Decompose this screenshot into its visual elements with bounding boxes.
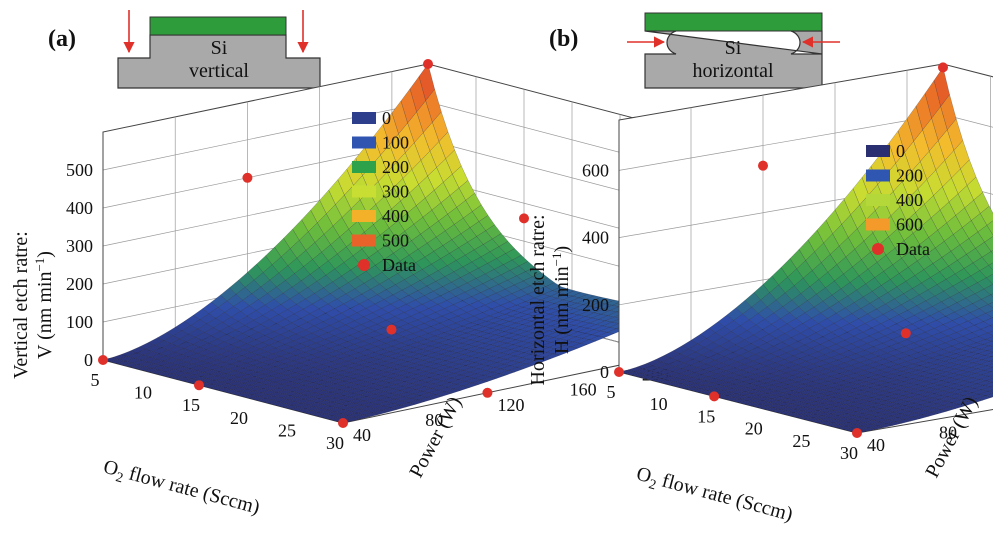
schematic-label-line2: vertical [189,60,249,82]
schematic-horizontal: Si horizontal [627,13,840,88]
z-axis-title-line1: Vertical etch ratre: [10,231,32,379]
z-axis-title-line2: V (nm min−1) [32,251,56,359]
z-tick-label: 200 [66,274,93,294]
y-tick-label: 160 [570,380,597,400]
y-tick-label: 40 [867,435,885,455]
data-point [758,161,768,171]
x-axis-title: O2 flow rate (Sccm) [633,463,795,530]
z-tick-label: 400 [582,228,609,248]
legend-swatch [866,170,890,182]
legend-label: 100 [382,133,409,153]
x-title-post: flow rate (Sccm) [655,468,795,525]
legend-swatch [352,235,376,247]
data-point [386,325,396,335]
legend-marker [358,259,370,271]
schematic-label-line2: horizontal [692,60,774,82]
legend-label: 0 [382,108,391,128]
schematic-label-line1: Si [725,37,742,59]
axes-box [614,62,993,438]
data-point [98,355,108,365]
data-point [938,62,948,72]
z-axis-ticks: 0 100 200 300 400 500 [66,160,93,370]
x-tick-label: 5 [607,382,616,402]
z-title-prefix: V (nm min [34,272,56,359]
legend-swatch [866,219,890,231]
x-tick-label: 25 [792,431,810,451]
legend-label: 600 [896,215,923,235]
legend-label: Data [896,239,930,259]
x-tick-label: 10 [650,394,668,414]
data-point [194,380,204,390]
z-tick-label: 100 [66,312,93,332]
x-tick-label: 20 [745,419,763,439]
panel-label: (a) [48,26,76,52]
x-tick-label: 5 [91,370,100,390]
z-title-prefix: H (nm min [551,266,573,354]
schematic-vertical: Si vertical [118,10,320,88]
z-tick-label: 500 [66,160,93,180]
x-tick-label: 15 [182,395,200,415]
x-tick-label: 30 [840,443,858,463]
z-title-suffix: ) [34,251,56,258]
legend-marker [872,243,884,255]
legend-swatch [866,194,890,206]
legend-swatch [352,186,376,198]
z-tick-label: 400 [66,198,93,218]
z-tick-label: 600 [582,160,609,180]
data-point [901,328,911,338]
x-tick-label: 10 [134,383,152,403]
x-tick-label: 20 [230,408,248,428]
z-tick-label: 300 [66,236,93,256]
y-tick-label: 120 [497,395,524,415]
etch-mask [150,17,286,35]
panel-label: (b) [549,26,578,52]
data-point [482,388,492,398]
legend-swatch [866,145,890,157]
x-tick-label: 15 [697,406,715,426]
legend-label: 500 [382,231,409,251]
data-point [423,59,433,69]
legend-swatch [352,161,376,173]
z-title-suffix: ) [551,246,573,253]
legend-label: 0 [896,141,905,161]
z-title-sup: −1 [32,258,47,272]
x-axis-title: O2 flow rate (Sccm) [100,456,262,523]
legend-label: 400 [896,190,923,210]
x-tick-label: 30 [326,433,344,453]
schematic-label-line1: Si [211,37,228,59]
data-point [614,367,624,377]
legend-label: 200 [382,157,409,177]
x-tick-label: 25 [278,420,296,440]
legend-label: 400 [382,206,409,226]
z-tick-label: 0 [600,362,609,382]
legend-label: 300 [382,182,409,202]
y-axis-title: Power (W) [405,393,466,481]
legend-swatch [352,137,376,149]
x-title-post: flow rate (Sccm) [122,461,262,518]
data-point [242,173,252,183]
z-axis-title-line1: Horizontal etch ratre: [527,214,549,385]
z-title-sup: −1 [549,253,564,267]
data-point [852,428,862,438]
legend-swatch [352,112,376,124]
etch-mask [645,13,822,31]
data-point [338,418,348,428]
legend-label: Data [382,255,416,275]
z-tick-label: 0 [84,350,93,370]
legend-swatch [352,210,376,222]
data-point [709,391,719,401]
z-tick-label: 200 [582,295,609,315]
legend-label: 200 [896,166,923,186]
y-tick-label: 40 [353,425,371,445]
